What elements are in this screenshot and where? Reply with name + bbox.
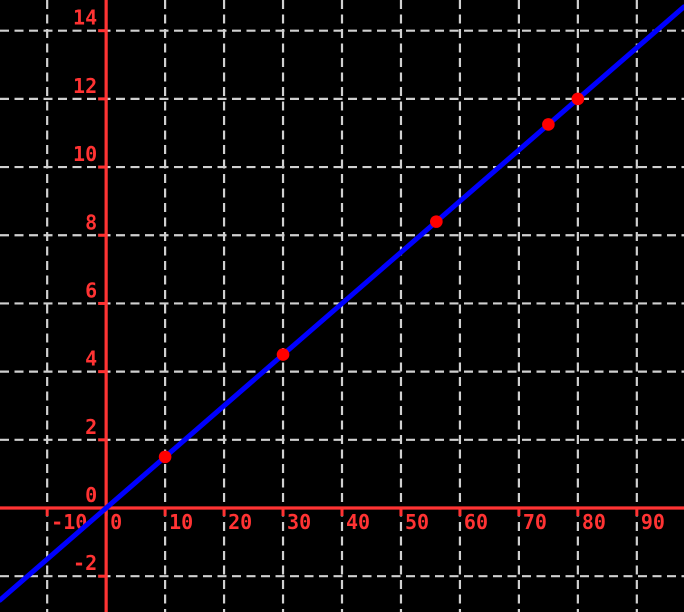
data-point (571, 92, 585, 106)
x-tick-label: 60 (464, 510, 488, 534)
y-tick-label: 6 (85, 278, 97, 302)
x-tick-label: 90 (641, 510, 665, 534)
data-point (542, 118, 555, 131)
fit-line (0, 4, 684, 603)
x-tick-label: 20 (228, 510, 252, 534)
y-tick-label: 12 (73, 74, 97, 98)
y-tick-label: 10 (73, 142, 97, 166)
y-tick-label: 4 (85, 347, 97, 371)
x-tick-label: 10 (169, 510, 193, 534)
x-tick-label: 40 (346, 510, 370, 534)
x-tick-label: 80 (582, 510, 606, 534)
data-point (158, 450, 172, 464)
x-tick-label: 0 (110, 510, 122, 534)
data-point (276, 348, 290, 361)
y-tick-label: 2 (85, 415, 97, 439)
data-point (430, 215, 443, 228)
y-tick-label: 8 (85, 210, 97, 234)
x-tick-label: 30 (287, 510, 311, 534)
y-tick-label: 14 (73, 6, 97, 30)
y-tick-label: -2 (73, 551, 97, 575)
x-tick-label: 70 (523, 510, 547, 534)
x-tick-label: 50 (405, 510, 429, 534)
y-tick-label: 0 (85, 483, 97, 507)
